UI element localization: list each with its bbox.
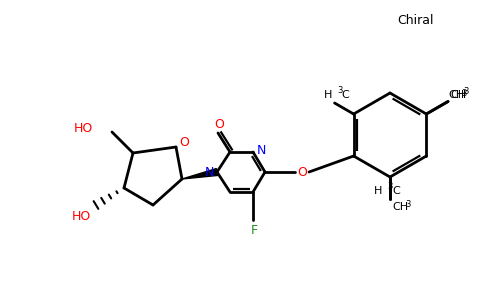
Text: CH: CH bbox=[450, 89, 466, 100]
Text: N: N bbox=[204, 167, 214, 179]
Polygon shape bbox=[182, 169, 218, 179]
Text: O: O bbox=[297, 167, 307, 179]
Text: C: C bbox=[342, 90, 349, 100]
Text: 3: 3 bbox=[387, 182, 393, 191]
Text: CH: CH bbox=[448, 91, 464, 100]
Text: 3: 3 bbox=[405, 200, 410, 209]
Text: 3: 3 bbox=[461, 88, 467, 98]
Text: CH: CH bbox=[392, 202, 408, 212]
Text: H: H bbox=[324, 90, 333, 100]
Text: O: O bbox=[179, 136, 189, 148]
Text: 3: 3 bbox=[463, 88, 469, 97]
Text: Chiral: Chiral bbox=[397, 14, 433, 26]
Text: N: N bbox=[257, 143, 266, 157]
Text: 3: 3 bbox=[337, 86, 343, 95]
Text: HO: HO bbox=[72, 209, 91, 223]
Text: O: O bbox=[214, 118, 224, 130]
Text: H: H bbox=[374, 186, 382, 196]
Text: HO: HO bbox=[74, 122, 93, 134]
Text: F: F bbox=[250, 224, 257, 236]
Text: C: C bbox=[392, 186, 400, 196]
